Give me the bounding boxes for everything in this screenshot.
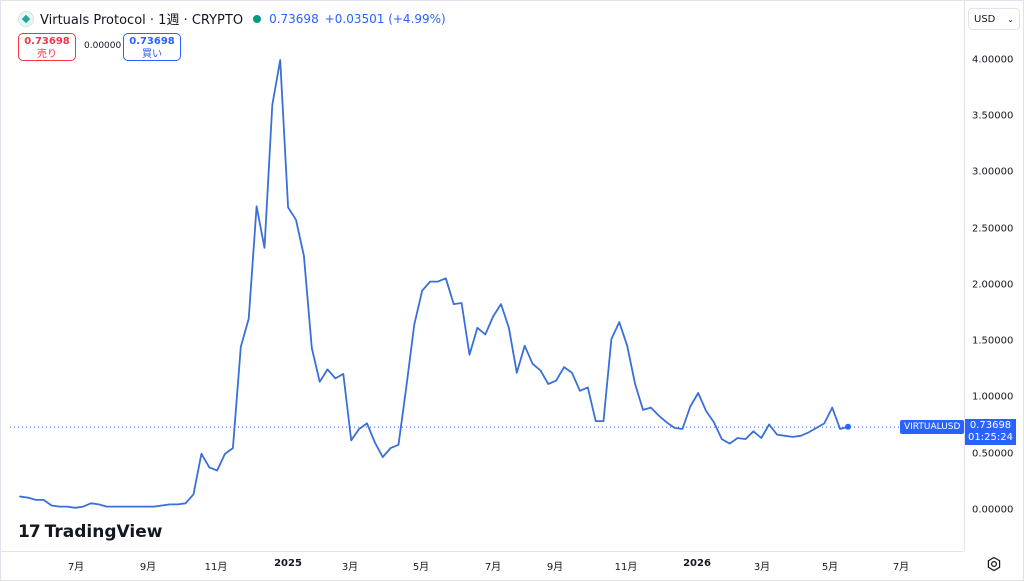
time-tick: 7月 bbox=[67, 562, 85, 573]
time-scale[interactable] bbox=[0, 551, 964, 582]
price-tick: 1.00000 bbox=[972, 391, 1014, 403]
symbol-header: Virtuals Protocol · 1週 · CRYPTO 0.73698 … bbox=[18, 9, 446, 28]
price-tick: 0.00000 bbox=[972, 504, 1014, 516]
currency-label: USD bbox=[974, 13, 996, 25]
market-status-icon bbox=[253, 14, 262, 23]
chevron-down-icon: ⌄ bbox=[1007, 14, 1014, 24]
time-tick: 9月 bbox=[139, 562, 157, 573]
buy-label: 買い bbox=[142, 49, 162, 60]
time-tick: 5月 bbox=[412, 562, 430, 573]
symbol-title[interactable]: Virtuals Protocol · 1週 · CRYPTO bbox=[40, 13, 244, 28]
time-tick: 3月 bbox=[753, 562, 771, 573]
time-tick: 3月 bbox=[341, 562, 359, 573]
buy-price: 0.73698 bbox=[129, 36, 175, 47]
time-tick: 5月 bbox=[821, 562, 839, 573]
bar-countdown: 01:25:24 bbox=[968, 432, 1013, 443]
time-tick: 11月 bbox=[204, 562, 228, 573]
plot-area[interactable] bbox=[0, 0, 964, 551]
price-tick: 1.50000 bbox=[972, 335, 1014, 347]
time-tick: 2025 bbox=[274, 558, 302, 569]
price-tick: 0.50000 bbox=[972, 448, 1014, 460]
time-tick: 7月 bbox=[892, 562, 910, 573]
time-tick: 9月 bbox=[546, 562, 564, 573]
time-tick: 7月 bbox=[484, 562, 502, 573]
spread-value: 0.00000 bbox=[84, 41, 122, 51]
logo-text: TradingView bbox=[44, 522, 163, 542]
symbol-logo-icon bbox=[18, 10, 34, 27]
settings-gear-icon[interactable] bbox=[986, 556, 1002, 572]
buy-button[interactable]: 0.73698 買い bbox=[123, 33, 181, 61]
currency-select[interactable]: USD ⌄ bbox=[968, 8, 1020, 30]
price-tick: 2.00000 bbox=[972, 279, 1014, 291]
header-last-price: 0.73698 bbox=[269, 11, 319, 26]
price-tick: 3.00000 bbox=[972, 166, 1014, 178]
price-tick: 3.50000 bbox=[972, 110, 1014, 122]
price-scale[interactable] bbox=[964, 0, 1024, 551]
tradingview-logo-icon: 17 bbox=[18, 522, 41, 542]
last-price-tag: 0.73698 01:25:24 bbox=[965, 419, 1016, 445]
time-tick: 11月 bbox=[614, 562, 638, 573]
price-tick: 2.50000 bbox=[972, 223, 1014, 235]
sell-price: 0.73698 bbox=[24, 36, 70, 47]
tradingview-logo[interactable]: 17 TradingView bbox=[18, 522, 162, 542]
price-tick: 4.00000 bbox=[972, 54, 1014, 66]
sell-button[interactable]: 0.73698 売り bbox=[18, 33, 76, 61]
symbol-price-tag: VIRTUALUSD bbox=[900, 420, 965, 434]
header-change: +0.03501 (+4.99%) bbox=[324, 11, 446, 26]
sell-label: 売り bbox=[37, 49, 57, 60]
time-tick: 2026 bbox=[683, 558, 711, 569]
last-price-value: 0.73698 bbox=[969, 420, 1012, 431]
